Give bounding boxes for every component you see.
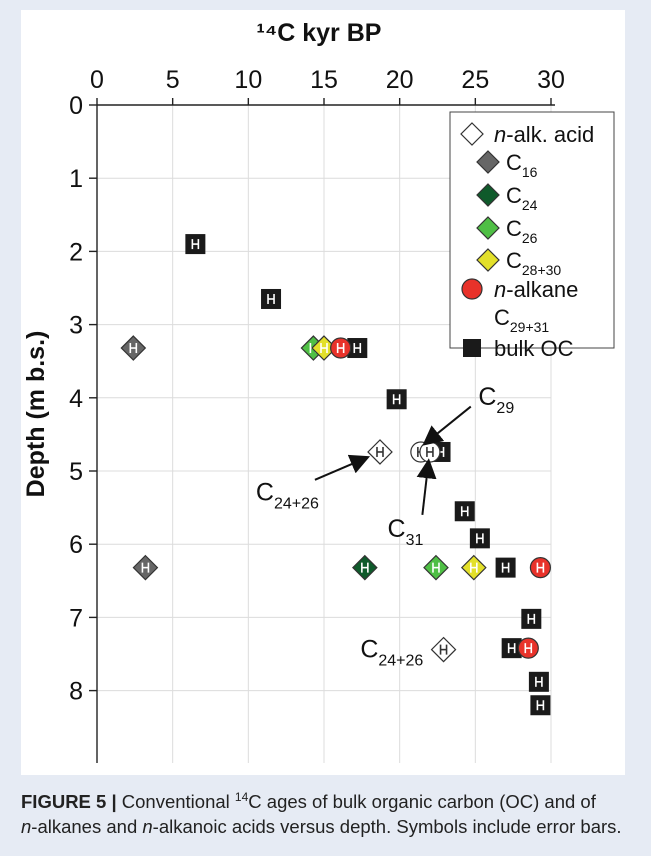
plot-panel: 0 5 10 15 20 25 30 0 1 2 3 4 5 6 7 8 ¹⁴C kyr BP Depth (m …: [21, 10, 625, 775]
y-tick-label: 8: [69, 678, 83, 706]
legend-label: C29+31: [494, 305, 549, 335]
caption-text-3: -alkanes and: [31, 816, 143, 837]
x-tick-label: 10: [234, 66, 262, 94]
legend-box: [449, 111, 615, 349]
legend-marker-n_alk_acid: [460, 122, 484, 146]
legend-marker-C28_30: [476, 248, 500, 272]
legend-label: C28+30: [506, 248, 561, 278]
x-tick-label: 30: [537, 66, 565, 94]
caption-italic-1: n: [21, 816, 32, 837]
annotation-arrow: [416, 458, 437, 516]
legend-label: n-alkane: [494, 277, 578, 302]
y-tick-label: 5: [69, 458, 83, 486]
caption-text-1: Conventional: [116, 791, 235, 812]
legend-marker-C16: [476, 150, 500, 174]
y-tick-label: 1: [69, 165, 83, 193]
x-tick-label: 25: [461, 66, 489, 94]
y-tick-label: 0: [69, 92, 83, 120]
x-tick-label: 5: [166, 66, 180, 94]
caption-label: FIGURE 5 |: [21, 791, 117, 812]
caption-text-4: -alkanoic acids versus depth. Symbols in…: [152, 816, 622, 837]
legend-label: bulk OC: [494, 336, 574, 361]
legend-label: C26: [506, 216, 538, 246]
caption-sup: 14: [234, 789, 249, 804]
y-tick-label: 4: [69, 385, 83, 413]
caption-italic-2: n: [142, 816, 153, 837]
annotation-label: C29: [478, 383, 514, 417]
y-tick-label: 3: [69, 312, 83, 340]
legend-label: n-alk. acid: [494, 122, 594, 147]
annotation-label: C24+26: [360, 636, 423, 670]
legend-marker-C24: [476, 183, 500, 207]
caption-text-2: C ages of bulk organic carbon (OC) and o…: [248, 791, 596, 812]
depth-age-chart: 0 5 10 15 20 25 30 0 1 2 3 4 5 6 7 8 ¹⁴C kyr BP Depth (m …: [22, 19, 615, 763]
y-tick-label: 6: [69, 531, 83, 559]
annotation-label: C31: [388, 515, 424, 549]
annotation-arrow: [314, 454, 371, 481]
x-tick-label: 20: [386, 66, 414, 94]
figure-caption: FIGURE 5 | Conventional 14C ages of bulk…: [21, 775, 625, 856]
y-tick-label: 7: [69, 604, 83, 632]
legend-marker-bulk_OC: [463, 339, 481, 357]
x-tick-label: 15: [310, 66, 338, 94]
annotation-arrow: [422, 405, 472, 446]
y-tick-label: 2: [69, 238, 83, 266]
legend-label: C16: [506, 150, 538, 180]
legend-marker-n_alkane: [461, 278, 483, 300]
annotation-label: C24+26: [256, 478, 319, 512]
legend-marker-C26: [476, 216, 500, 240]
y-axis-title: Depth (m b.s.): [22, 331, 50, 498]
legend-label: C24: [506, 183, 538, 213]
x-axis-title: ¹⁴C kyr BP: [257, 19, 382, 47]
x-tick-label: 0: [90, 66, 104, 94]
